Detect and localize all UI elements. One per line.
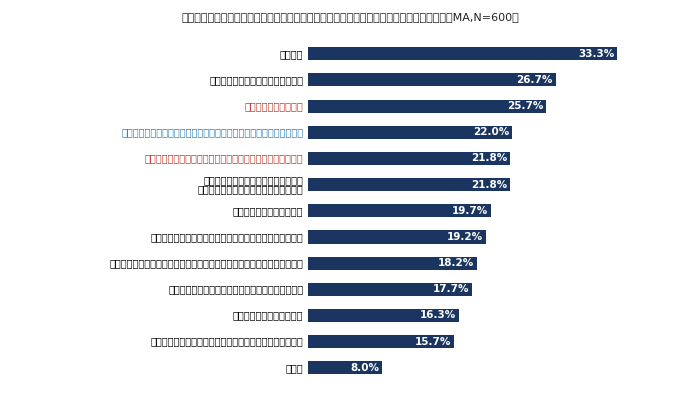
Text: 25.7%: 25.7% (508, 101, 544, 111)
Text: 18.2%: 18.2% (438, 258, 474, 268)
Text: 地産地消: 地産地消 (280, 49, 303, 59)
Text: 環境に配慮したアメニティの提供や使い捨てプラスチック製品の削減: 環境に配慮したアメニティの提供や使い捨てプラスチック製品の削減 (121, 127, 303, 137)
Text: 19.2%: 19.2% (447, 232, 483, 242)
Bar (308, 100, 547, 113)
Bar (308, 152, 510, 165)
Bar (308, 126, 512, 139)
Bar (308, 178, 510, 191)
Text: 従業員の尊重、多様性（障害者雇用、女性が働きやすい職場づくりなど）: 従業員の尊重、多様性（障害者雇用、女性が働きやすい職場づくりなど） (109, 258, 303, 268)
Text: 17.7%: 17.7% (433, 284, 470, 294)
Bar (308, 361, 382, 374)
Text: 16.3%: 16.3% (420, 310, 456, 320)
Text: 21.8%: 21.8% (471, 153, 508, 164)
Bar (308, 73, 556, 87)
Bar (308, 256, 477, 269)
Text: 8.0%: 8.0% (351, 363, 379, 373)
Bar (308, 204, 491, 217)
Text: 人や地球にやさしい取り組みに関する: 人や地球にやさしい取り組みに関する (204, 175, 303, 185)
Text: この取り組みを観光サービス提供者が行うことで、その観光地への愛着につながると思う（MA,N=600）: この取り組みを観光サービス提供者が行うことで、その観光地への愛着につながると思う… (181, 12, 519, 22)
Text: その他: その他 (286, 363, 303, 373)
Text: 15.7%: 15.7% (414, 336, 451, 347)
Bar (308, 309, 459, 322)
Text: 19.7%: 19.7% (452, 206, 488, 216)
Text: オーガニックやフェアトレードの食材やコスメなどの提供: オーガニックやフェアトレードの食材やコスメなどの提供 (150, 232, 303, 242)
Text: 22.0%: 22.0% (473, 127, 510, 137)
Text: 33.3%: 33.3% (578, 49, 614, 59)
Text: 第三者機関からの認証の取得や表彰など: 第三者機関からの認証の取得や表彰など (197, 184, 303, 194)
Text: 21.8%: 21.8% (471, 180, 508, 190)
Text: 食品ロスなど廃棄物の削減: 食品ロスなど廃棄物の削減 (233, 206, 303, 216)
Text: 再生可能エネルギーの利用: 再生可能エネルギーの利用 (233, 310, 303, 320)
Text: 26.7%: 26.7% (517, 75, 553, 85)
Text: 未利用資源（空き家、規格外の農作物など）の活用: 未利用資源（空き家、規格外の農作物など）の活用 (168, 284, 303, 294)
Text: 電気自動車や自転車など環境負荷の少ない移動手段の提供: 電気自動車や自転車など環境負荷の少ない移動手段の提供 (150, 336, 303, 347)
Bar (308, 283, 472, 296)
Text: 観光地周辺の地元住民や事業者（老舗、職人など）との交流: 観光地周辺の地元住民や事業者（老舗、職人など）との交流 (145, 153, 303, 164)
Text: 観光地周辺の自然保護: 観光地周辺の自然保護 (244, 101, 303, 111)
Bar (308, 47, 617, 60)
Text: 観光地の伝統文化や伝統工芸の活用: 観光地の伝統文化や伝統工芸の活用 (209, 75, 303, 85)
Bar (308, 335, 454, 348)
Bar (308, 230, 486, 243)
